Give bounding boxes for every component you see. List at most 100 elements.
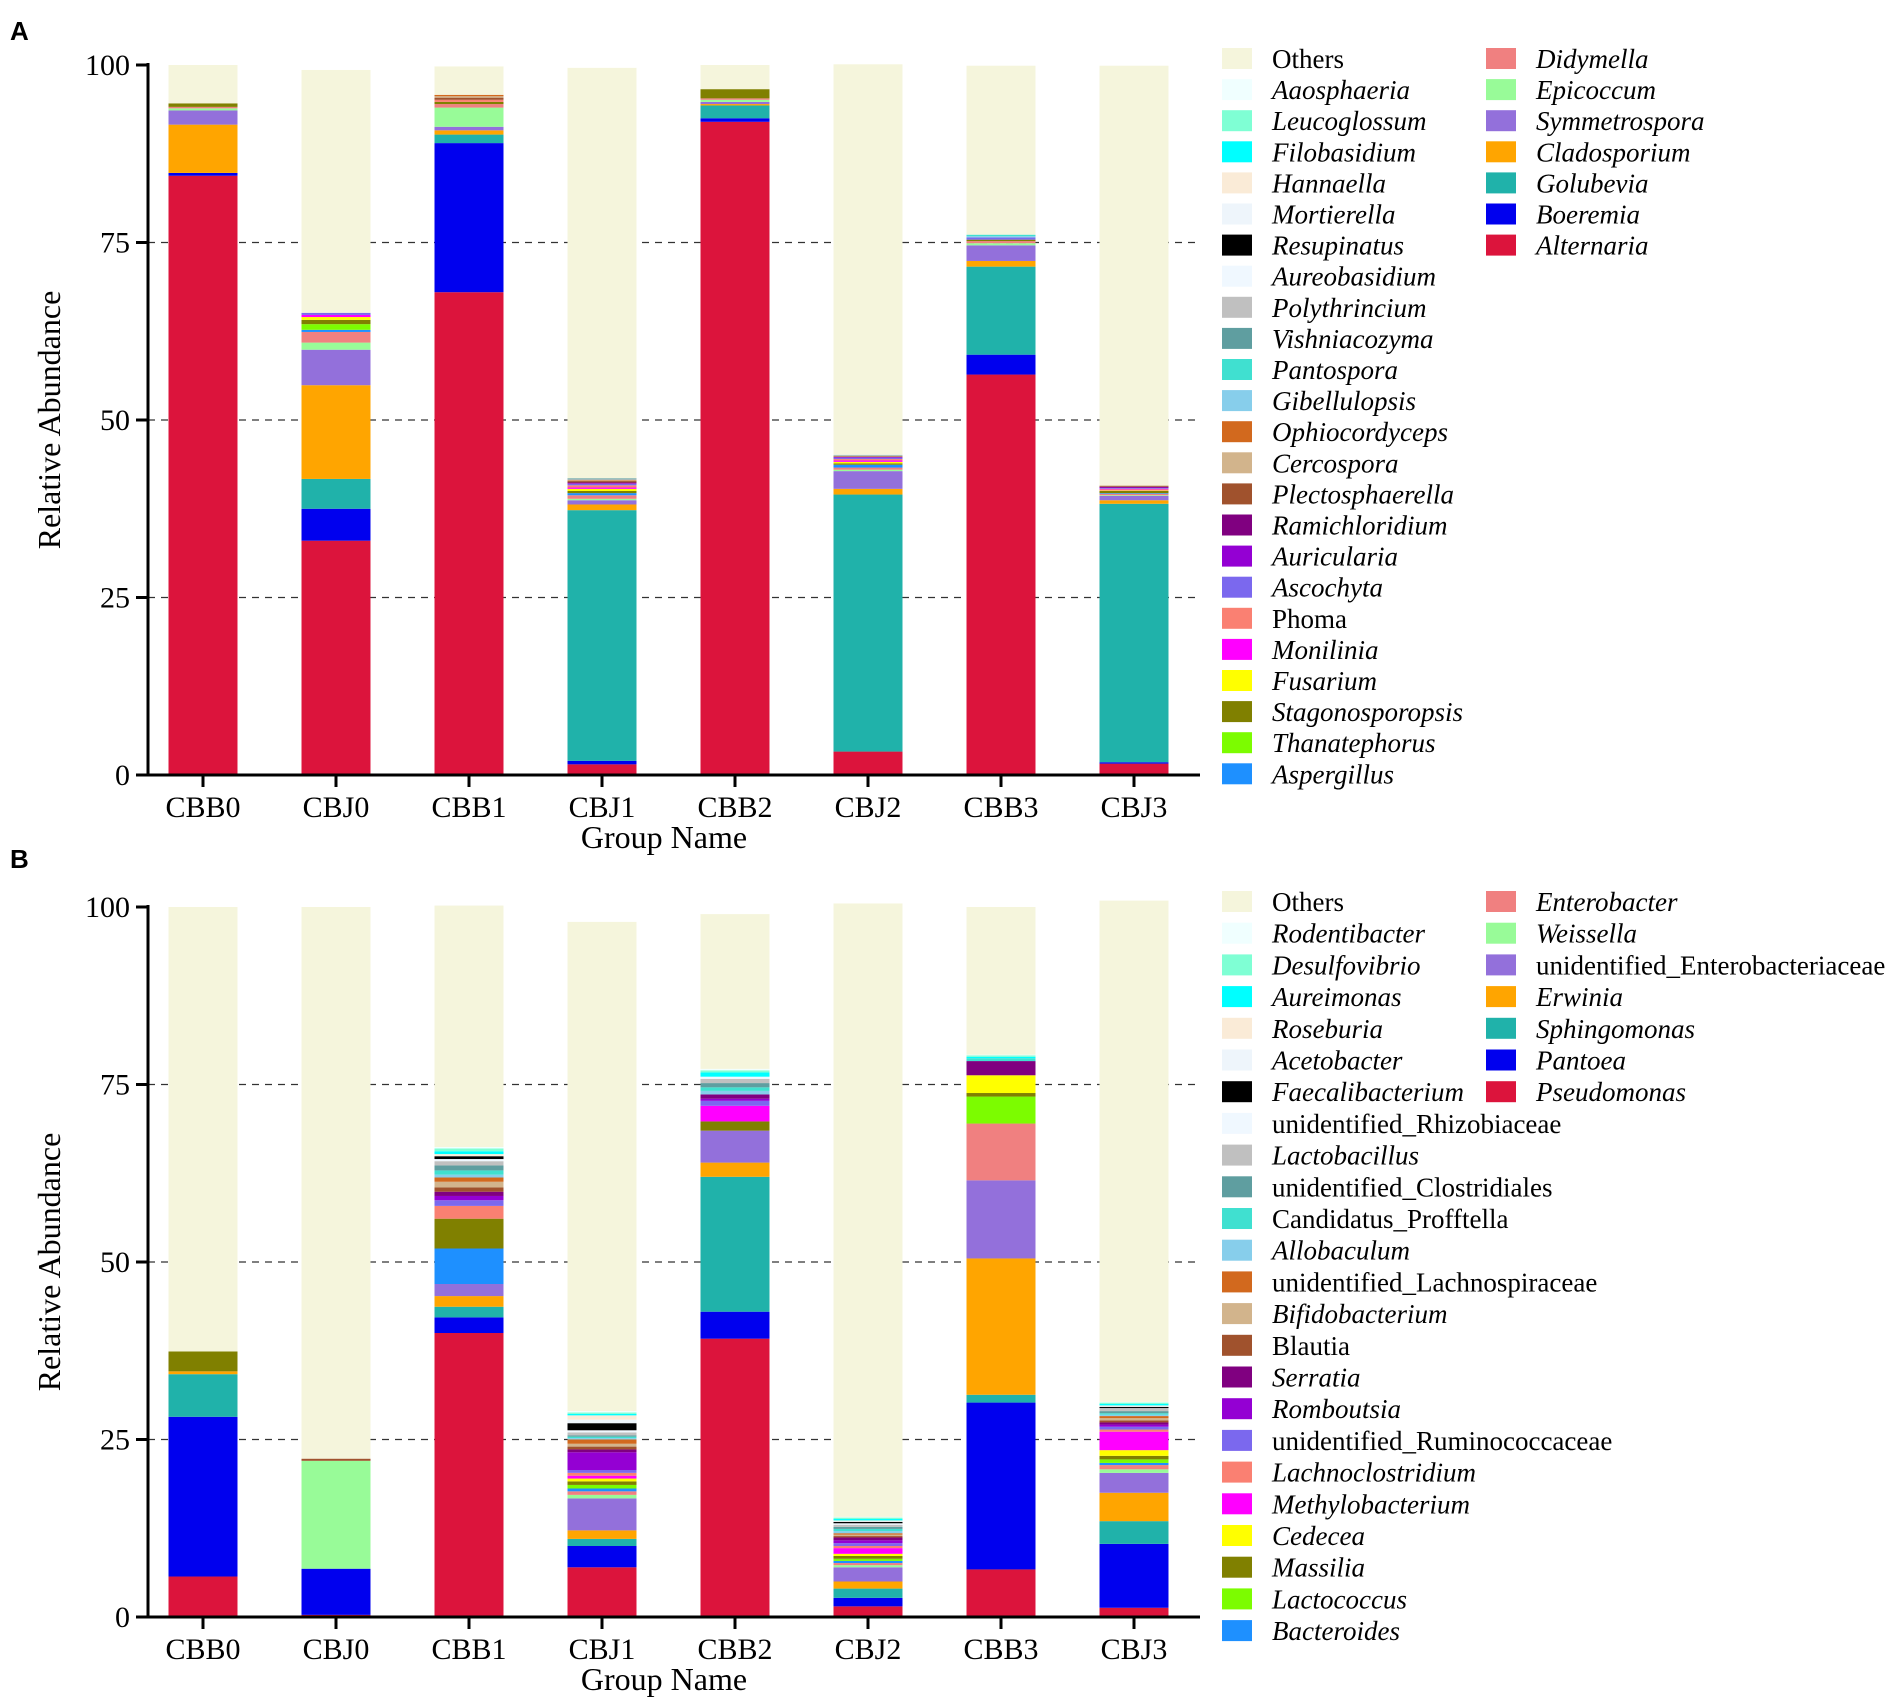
- legend-label: Ascochyta: [1270, 573, 1383, 603]
- legend-label: Cercospora: [1272, 448, 1399, 478]
- bar-stack-CBJ3: [1099, 900, 1169, 1617]
- legend-item: Allobaculum: [1222, 1236, 1410, 1266]
- legend-item: Ophiocordyceps: [1222, 417, 1448, 447]
- bar-segment-unidentified-rhizobiaceae: [567, 1430, 637, 1433]
- bar-segment-sphingomonas: [966, 1394, 1036, 1403]
- bar-segment-candidatus-profftella: [700, 1087, 770, 1091]
- legend-item: unidentified_Lachnospiraceae: [1222, 1267, 1597, 1297]
- bar-segment-unidentified-ruminococcaceae: [567, 1470, 637, 1473]
- legend-swatch: [1222, 1461, 1252, 1483]
- bar-stack-CBB3: [966, 65, 1036, 775]
- bar-segment-candidatus-profftella: [434, 1170, 504, 1175]
- bar-segment-unidentified-ruminococcaceae: [700, 1100, 770, 1106]
- bar-segment-aureimonas: [966, 1056, 1036, 1059]
- legend-swatch: [1222, 922, 1252, 944]
- x-tick-label: CBB0: [165, 791, 240, 824]
- bar-segment-symmetrospora: [1099, 495, 1169, 501]
- bar-segment-pantoea: [434, 1317, 504, 1333]
- bar-segment-ramichloridium: [567, 482, 637, 484]
- bar-segment-acetobacter: [567, 1419, 637, 1424]
- legend-swatch: [1222, 954, 1252, 976]
- y-tick-label: 0: [115, 759, 130, 792]
- bar-stack-CBB0: [168, 907, 238, 1617]
- bar-segment-boeremia: [301, 508, 371, 541]
- legend-item: Desulfovibrio: [1222, 950, 1421, 980]
- bar-segment-unidentified-enterobacteriaceae: [567, 1498, 637, 1531]
- legend-label: Others: [1272, 887, 1344, 917]
- bar-segment-fusarium: [301, 317, 371, 320]
- legend-item: Alternaria: [1486, 231, 1649, 261]
- x-tick-label: CBB3: [963, 1633, 1038, 1666]
- bar-segment-lactococcus: [1099, 1459, 1169, 1463]
- legend-label: Lachnoclostridium: [1271, 1458, 1476, 1488]
- bar-segment-lactobacillus: [1099, 1408, 1169, 1412]
- bar-segment-lachnoclostridium: [833, 1546, 903, 1549]
- bar-segment-aspergillus: [833, 464, 903, 468]
- bar-segment-cedecea: [1099, 1450, 1169, 1456]
- legend-item: Pantoea: [1486, 1046, 1626, 1076]
- bar-segment-unidentified-clostridiales: [567, 1435, 637, 1437]
- legend-item: Rodentibacter: [1222, 919, 1425, 949]
- legend-item: Lactobacillus: [1222, 1141, 1419, 1171]
- x-tick-label: CBJ0: [303, 1633, 370, 1666]
- bar-segment-aspergillus: [1099, 493, 1169, 494]
- legend-swatch: [1222, 763, 1252, 785]
- bar-segment-cercospora: [434, 96, 504, 98]
- bar-segment-monilinia: [1099, 489, 1169, 491]
- bar-segment-alternaria: [168, 175, 238, 775]
- bar-segment-cladosporium: [301, 385, 371, 479]
- bar-segment-serratia: [1099, 1422, 1169, 1425]
- legend-label: Plectosphaerella: [1271, 479, 1454, 509]
- legend-swatch: [1222, 1398, 1252, 1420]
- bar-segment-pseudomonas: [833, 1606, 903, 1617]
- bar-segment-lactococcus: [966, 1096, 1036, 1124]
- x-tick-label: CBB2: [697, 1633, 772, 1666]
- bar-segment-stagonosporopsis: [168, 103, 238, 107]
- bar-segment-monilinia: [567, 487, 637, 489]
- bar-segment-lactococcus: [833, 1558, 903, 1561]
- bar-segment-aureimonas: [1099, 1404, 1169, 1406]
- bar-segment-symmetrospora: [966, 245, 1036, 261]
- bar-segment-unidentified-lachnospiraceae: [434, 1177, 504, 1182]
- bar-segment-golubevia: [966, 266, 1036, 355]
- bar-segment-stagonosporopsis: [966, 239, 1036, 242]
- y-tick-label: 25: [100, 582, 130, 615]
- legend-label: Bacteroides: [1272, 1616, 1400, 1646]
- bar-segment-unidentified-enterobacteriaceae: [833, 1567, 903, 1582]
- bar-segment-bifidobacterium: [1099, 1418, 1169, 1421]
- legend-label: Desulfovibrio: [1271, 950, 1421, 980]
- bar-segment-epicoccum: [567, 498, 637, 501]
- bar-segment-auricularia: [567, 483, 637, 484]
- bar-segment-symmetrospora: [301, 349, 371, 386]
- bar-segment-monilinia: [301, 314, 371, 318]
- bar-segment-bacteroides: [434, 1248, 504, 1285]
- bar-segment-massilia: [833, 1555, 903, 1559]
- bar-segment-symmetrospora: [168, 110, 238, 125]
- bar-segment-erwinia: [833, 1581, 903, 1589]
- legend-label: Epicoccum: [1535, 75, 1656, 105]
- bar-segment-massilia: [966, 1093, 1036, 1097]
- bar-segment-candidatus-profftella: [833, 1528, 903, 1532]
- legend-swatch: [1222, 203, 1252, 225]
- legend-item: Pantospora: [1222, 355, 1398, 385]
- bar-segment-methylobacterium: [700, 1105, 770, 1122]
- bar-segment-didymella: [168, 106, 238, 109]
- legend-label: Phoma: [1272, 604, 1347, 634]
- legend-item: Hannaella: [1222, 168, 1386, 198]
- legend-swatch: [1486, 1081, 1516, 1103]
- legend-item: Symmetrospora: [1486, 106, 1705, 136]
- bar-segment-lachnoclostridium: [434, 1205, 504, 1219]
- bar-segment-pantoea: [168, 1416, 238, 1577]
- legend-swatch: [1222, 1556, 1252, 1578]
- x-tick-label: CBB0: [165, 1633, 240, 1666]
- legend-label: Symmetrospora: [1536, 106, 1705, 136]
- legend-item: Acetobacter: [1222, 1046, 1403, 1076]
- bar-segment-epicoccum: [700, 99, 770, 102]
- bar-segment-unidentified-clostridiales: [833, 1526, 903, 1529]
- legend-item: Candidatus_Profftella: [1222, 1204, 1508, 1234]
- legend-swatch: [1222, 670, 1252, 691]
- legend-item: Lactococcus: [1222, 1584, 1407, 1614]
- legend-label: Fusarium: [1271, 666, 1377, 696]
- bar-segment-cedecea: [966, 1075, 1036, 1094]
- bar-segment-alternaria: [966, 374, 1036, 775]
